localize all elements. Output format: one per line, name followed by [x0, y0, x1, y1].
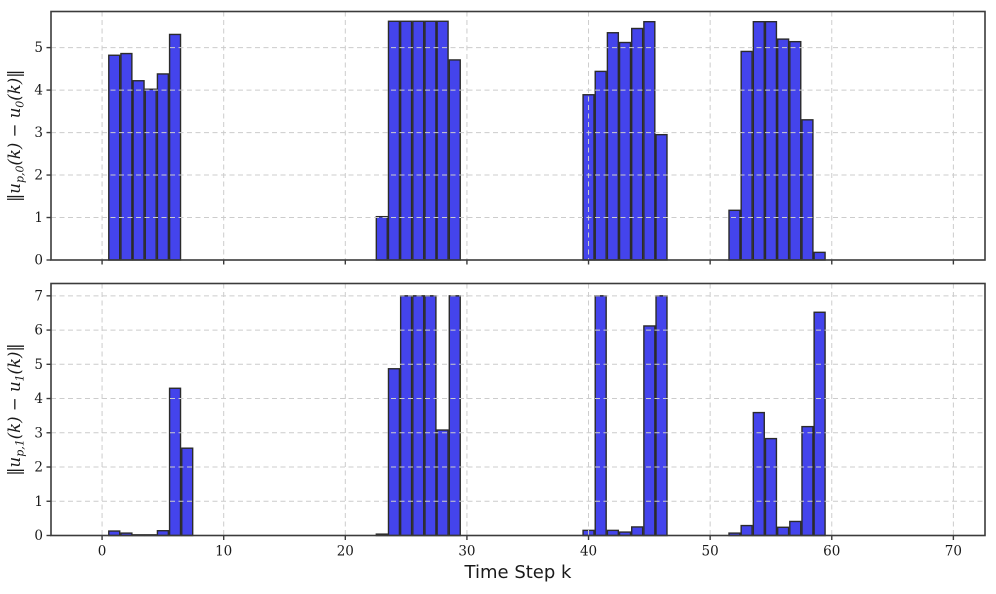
bar-k59 [813, 311, 826, 537]
bar-k53 [740, 50, 753, 261]
bar-k59 [813, 251, 826, 261]
bar-k54 [752, 20, 765, 261]
bar-k55 [764, 20, 778, 261]
bar-k28 [436, 429, 449, 537]
bar-k58 [801, 425, 814, 537]
y-tick-label: 6 [34, 323, 43, 339]
bar-k24 [387, 20, 401, 261]
bar-k2 [120, 52, 133, 261]
y-tick-label: 7 [34, 288, 43, 304]
axes-frame [50, 10, 986, 261]
bar-k27 [424, 295, 437, 537]
bar-k44 [631, 526, 644, 537]
bar-k55 [764, 437, 778, 537]
x-tick-label: 60 [823, 544, 840, 560]
axes-frame [50, 282, 986, 537]
bar-k56 [776, 38, 790, 261]
top-subplot: 0 1 2 3 4 5 ‖up,0(k) − u0(k)‖ [5, 10, 986, 269]
y-axis-label: ‖up,1(k) − u1(k)‖ [5, 343, 27, 475]
bar-k5 [156, 73, 170, 261]
y-axis-label: ‖up,0(k) − u0(k)‖ [5, 70, 27, 202]
bar-k7 [181, 447, 194, 537]
bar-k45 [643, 20, 656, 261]
y-tick-label: 5 [34, 357, 43, 373]
y-tick-label: 2 [34, 460, 43, 476]
x-tick-label: 70 [945, 544, 962, 560]
bar-k3 [132, 80, 145, 261]
x-tick-label: 10 [215, 544, 232, 560]
y-tick-label: 3 [34, 425, 43, 441]
bar-k1 [108, 54, 121, 261]
bar-k42 [606, 32, 620, 261]
bar-k6 [168, 387, 182, 537]
bar-k29 [448, 295, 461, 537]
bar-k46 [655, 295, 668, 537]
bar-k53 [740, 524, 753, 537]
bar-k41 [594, 70, 607, 261]
y-tick-label: 5 [34, 40, 43, 56]
bar-k25 [399, 20, 413, 261]
bar-k24 [387, 368, 401, 537]
bar-k44 [631, 27, 644, 261]
bar-k23 [375, 215, 388, 261]
x-tick-label: 0 [98, 544, 107, 560]
bar-k58 [801, 119, 814, 261]
bar-k43 [618, 41, 632, 261]
bar-k54 [752, 411, 765, 537]
y-tick-label: 0 [34, 253, 43, 269]
x-axis-label: Time Step k [464, 562, 572, 583]
bar-k27 [424, 20, 437, 261]
y-tick-label: 1 [34, 494, 43, 510]
bar-k57 [789, 520, 802, 537]
y-tick-label: 4 [34, 391, 43, 407]
bar-k28 [436, 20, 449, 261]
bar-k57 [789, 40, 802, 261]
y-tick-label: 2 [34, 168, 43, 184]
bar-k56 [776, 526, 790, 537]
bar-k25 [399, 295, 413, 537]
y-tick-label: 3 [34, 125, 43, 141]
y-tick-label: 0 [34, 528, 43, 544]
bar-k41 [594, 295, 607, 537]
bar-k6 [168, 33, 182, 261]
x-tick-label: 50 [702, 544, 719, 560]
x-tick-label: 20 [337, 544, 354, 560]
y-tick-label: 1 [34, 210, 43, 226]
bar-k46 [655, 133, 668, 261]
bar-k26 [412, 20, 425, 261]
bar-k26 [412, 295, 425, 537]
y-tick-label: 4 [34, 83, 43, 99]
bar-k45 [643, 325, 656, 537]
x-tick-label: 30 [458, 544, 475, 560]
x-tick-label: 40 [580, 544, 597, 560]
